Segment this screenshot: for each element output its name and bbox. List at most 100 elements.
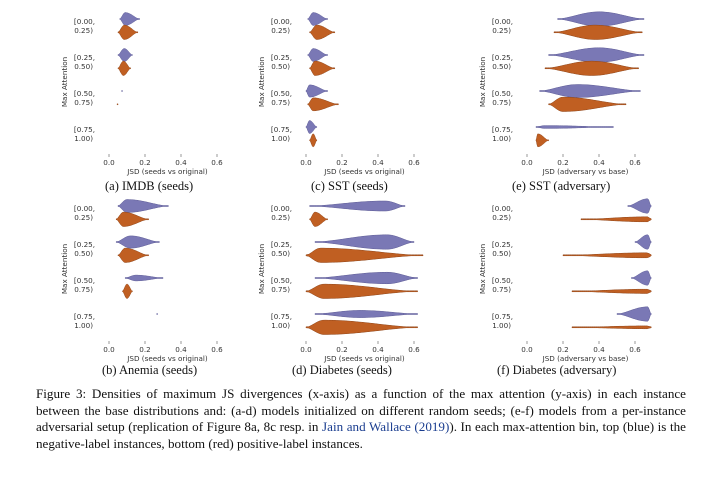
violin-positive: [116, 103, 119, 106]
violin-negative: [631, 270, 652, 286]
y-axis-label: Max Attention: [478, 57, 487, 107]
violin-positive: [117, 60, 131, 76]
y-tick-label: [0.50,: [492, 89, 513, 98]
y-axis-label: Max Attention: [257, 244, 266, 294]
y-tick-label: 1.00): [492, 134, 511, 143]
y-tick-label: 0.50): [271, 62, 290, 71]
x-tick-label: 0.2: [139, 158, 150, 167]
violin-positive: [117, 24, 139, 40]
subcaption-d: (d) Diabetes (seeds): [292, 363, 392, 377]
y-tick-label: [0.25,: [271, 240, 292, 249]
x-axis-label: JSD (seeds vs original): [323, 354, 405, 363]
violin-negative: [119, 12, 140, 26]
y-tick-label: 1.00): [492, 321, 511, 330]
violin-negative: [124, 274, 164, 282]
x-axis-label: JSD (seeds vs original): [323, 167, 405, 176]
x-axis-label: JSD (seeds vs original): [126, 354, 208, 363]
violin-positive: [580, 216, 652, 223]
x-tick-label: 0.0: [300, 158, 312, 167]
x-tick-label: 0.4: [372, 158, 384, 167]
y-tick-label: [0.75,: [492, 312, 513, 321]
subcaption-e: (e) SST (adversary): [512, 179, 611, 193]
violin-negative: [307, 48, 328, 62]
x-tick-label: 0.2: [557, 345, 568, 354]
y-tick-label: [0.50,: [271, 276, 292, 285]
violin-negative: [115, 235, 160, 249]
violin-positive: [571, 325, 652, 330]
x-tick-label: 0.0: [300, 345, 312, 354]
violin-negative: [557, 11, 645, 27]
x-tick-label: 0.6: [629, 158, 641, 167]
x-tick-label: 0.2: [336, 158, 347, 167]
y-axis-label: Max Attention: [60, 57, 69, 107]
violin-negative: [314, 310, 418, 318]
caption-citation-link[interactable]: Jain and Wallace (2019): [322, 419, 450, 434]
y-tick-label: [0.50,: [492, 276, 513, 285]
subcaption-a: (a) IMDB (seeds): [105, 179, 194, 193]
y-tick-label: 0.50): [492, 62, 511, 71]
violin-negative: [305, 120, 318, 134]
y-tick-label: [0.75,: [74, 125, 95, 134]
panel-f: Max Attention 0.0 0.2 0.4 0.6 JSD (adversary …: [473, 193, 703, 379]
violin-positive: [548, 96, 627, 112]
violin-negative: [307, 12, 328, 26]
y-tick-label: 0.75): [271, 98, 290, 107]
y-tick-label: [0.00,: [492, 204, 513, 213]
y-tick-label: 0.25): [271, 26, 290, 35]
subcaption-c: (c) SST (seeds): [311, 179, 388, 193]
violin-positive: [309, 60, 336, 76]
caption-lead: Figure 3: Densities of maximum JS diverg…: [36, 386, 686, 434]
y-tick-label: [0.75,: [271, 312, 292, 321]
x-tick-label: 0.4: [593, 345, 605, 354]
violin-positive: [305, 319, 418, 335]
violin-positive: [115, 211, 149, 227]
y-axis-label: Max Attention: [257, 57, 266, 107]
y-tick-label: 0.75): [492, 285, 511, 294]
violin-positive: [535, 133, 549, 148]
y-tick-label: [0.75,: [74, 312, 95, 321]
x-tick-label: 0.6: [408, 158, 420, 167]
y-tick-label: [0.50,: [271, 89, 292, 98]
y-tick-label: 1.00): [271, 321, 290, 330]
x-tick-label: 0.4: [593, 158, 605, 167]
x-tick-label: 0.6: [629, 345, 641, 354]
y-tick-label: 0.50): [74, 249, 93, 258]
x-tick-label: 0.6: [211, 158, 223, 167]
x-tick-label: 0.6: [408, 345, 420, 354]
y-tick-label: 0.50): [271, 249, 290, 258]
violin-negative: [117, 199, 169, 213]
violin-negative: [305, 84, 328, 98]
x-axis-label: JSD (adversary vs base): [542, 354, 629, 363]
x-tick-label: 0.4: [175, 345, 187, 354]
panel-e: Max Attention 0.0 0.2 0.4 0.6 JSD (adversary …: [473, 6, 703, 192]
x-tick-label: 0.2: [139, 345, 150, 354]
x-axis-label: JSD (seeds vs original): [126, 167, 208, 176]
y-tick-label: 1.00): [74, 321, 93, 330]
figure-caption: Figure 3: Densities of maximum JS diverg…: [36, 386, 686, 452]
y-tick-label: [0.75,: [271, 125, 292, 134]
y-tick-label: 0.25): [74, 26, 93, 35]
y-tick-label: [0.00,: [74, 17, 95, 26]
x-axis-label: JSD (adversary vs base): [542, 167, 629, 176]
violin-positive: [309, 133, 318, 148]
y-tick-label: [0.50,: [74, 276, 95, 285]
violin-negative: [539, 84, 641, 98]
violin-negative: [535, 125, 614, 129]
y-tick-label: [0.25,: [492, 240, 513, 249]
y-tick-label: [0.25,: [271, 53, 292, 62]
panel-d: Max Attention 0.0 0.2 0.4 0.6 JSD (seeds vs o…: [252, 193, 482, 379]
x-tick-label: 0.0: [521, 158, 533, 167]
x-tick-label: 0.6: [211, 345, 223, 354]
y-tick-label: 1.00): [271, 134, 290, 143]
violin-negative: [117, 48, 133, 62]
violin-positive: [553, 24, 643, 40]
y-axis-label: Max Attention: [478, 244, 487, 294]
citation-year: 2019: [418, 419, 445, 434]
y-tick-label: 0.25): [74, 213, 93, 222]
x-tick-label: 0.4: [372, 345, 384, 354]
